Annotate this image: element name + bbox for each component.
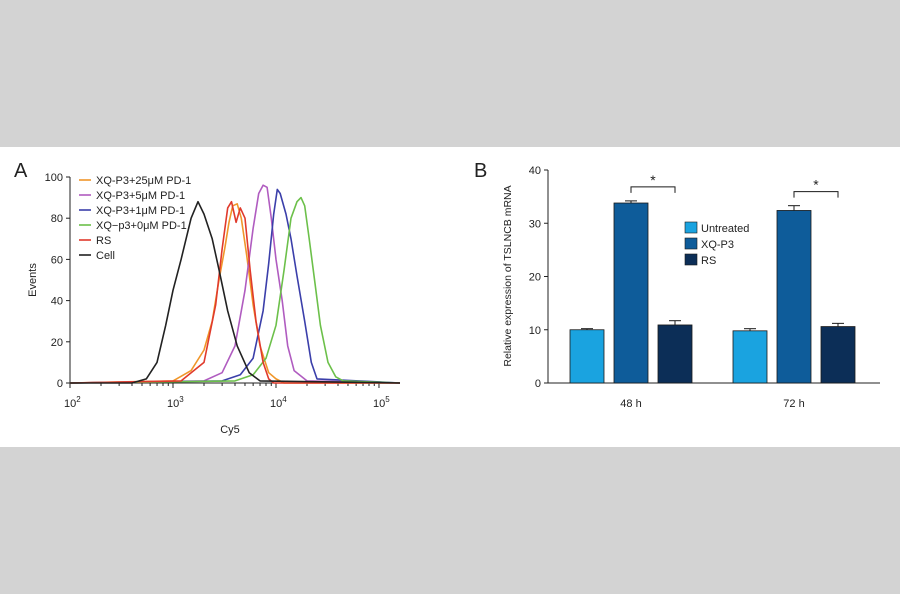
panel-b-legend: Untreated XQ-P3 RS	[684, 221, 749, 267]
panel-b-error-bars	[581, 200, 844, 331]
panel-a-x-axis-title: Cy5	[220, 424, 240, 436]
figure-panel: A 0 20 40 60 80 100 102 103 104 105 XQ-P3+25μM P…	[0, 147, 900, 447]
a-y-tick-label: 60	[51, 254, 63, 266]
b-y-tick-label: 30	[529, 218, 541, 230]
bar-rs-48-h	[657, 324, 693, 384]
significance-bracket-48-h	[630, 186, 676, 193]
series-line-rs	[69, 200, 400, 384]
legend-label-untreated: Untreated	[701, 223, 749, 235]
a-y-tick-label: 40	[51, 296, 63, 308]
a-y-tick-label: 100	[45, 172, 63, 184]
category-label-48-h: 48 h	[620, 398, 641, 410]
panel-a: A 0 20 40 60 80 100 102 103 104 105 XQ-P3+25μM P…	[14, 160, 401, 436]
b-y-tick-label: 10	[529, 325, 541, 337]
top-background-band	[0, 0, 900, 147]
legend-label-xq-p3-5-m-pd-1: XQ-P3+5μM PD-1	[96, 190, 185, 202]
legend-label-rs: RS	[96, 235, 111, 247]
bar-xq-p3-48-h	[613, 202, 649, 384]
panel-b-y-ticks: 0 10 20 30 40	[529, 165, 548, 390]
legend-label-xq-p3-25-m-pd-1: XQ-P3+25μM PD-1	[96, 175, 191, 187]
panel-b-category-labels: 48 h 72 h	[620, 398, 804, 410]
series-line-cell	[70, 200, 401, 384]
bar-untreated-72-h	[732, 330, 768, 384]
a-x-tick-label: 105	[373, 395, 390, 410]
panel-a-y-axis-title: Events	[27, 263, 39, 297]
panel-b-significance: * *	[630, 172, 839, 198]
panel-b-y-axis-title: Relative expression of TSLNCB mRNA	[502, 185, 514, 366]
significance-star-72-h: *	[813, 177, 819, 193]
legend-swatch-xq-p3	[684, 237, 698, 250]
a-y-tick-label: 20	[51, 337, 63, 349]
legend-label-xq-p3-1-m-pd-1: XQ-P3+1μM PD-1	[96, 205, 185, 217]
panel-a-y-ticks: 0 20 40 60 80 100	[45, 172, 70, 390]
panel-a-x-ticks: 102 103 104 105	[64, 383, 390, 410]
a-x-tick-label: 104	[270, 395, 287, 410]
panel-a-legend: XQ-P3+25μM PD-1 XQ-P3+5μM PD-1 XQ-P3+1μM P…	[79, 175, 191, 262]
series-line-xq-p3-25-m-pd-1	[69, 202, 400, 384]
series-line-xq-p3-0-m-pd-1	[69, 196, 401, 384]
panel-b-letter: B	[474, 160, 487, 182]
b-y-tick-label: 40	[529, 165, 541, 177]
significance-bracket-72-h	[793, 191, 839, 198]
bar-rs-72-h	[820, 326, 856, 384]
legend-swatch-untreated	[684, 221, 698, 234]
significance-star-48-h: *	[650, 172, 656, 188]
bottom-background-band	[0, 447, 900, 594]
legend-label-cell: Cell	[96, 250, 115, 262]
legend-label-xq-p3-0-m-pd-1: XQ−p3+0μM PD-1	[96, 220, 187, 232]
a-x-tick-label: 102	[64, 395, 81, 410]
bar-untreated-48-h	[569, 329, 605, 384]
bar-xq-p3-72-h	[776, 210, 812, 384]
legend-label-rs: RS	[701, 255, 716, 267]
category-label-72-h: 72 h	[783, 398, 804, 410]
panel-b-bars	[569, 202, 856, 384]
a-y-tick-label: 0	[57, 378, 63, 390]
legend-swatch-rs	[684, 253, 698, 266]
panel-a-series	[69, 184, 401, 384]
series-line-xq-p3-5-m-pd-1	[69, 184, 401, 384]
b-y-tick-label: 20	[529, 272, 541, 284]
b-y-tick-label: 0	[535, 378, 541, 390]
legend-label-xq-p3: XQ-P3	[701, 239, 734, 251]
panel-a-letter: A	[14, 160, 28, 182]
a-x-tick-label: 103	[167, 395, 184, 410]
a-y-tick-label: 80	[51, 213, 63, 225]
